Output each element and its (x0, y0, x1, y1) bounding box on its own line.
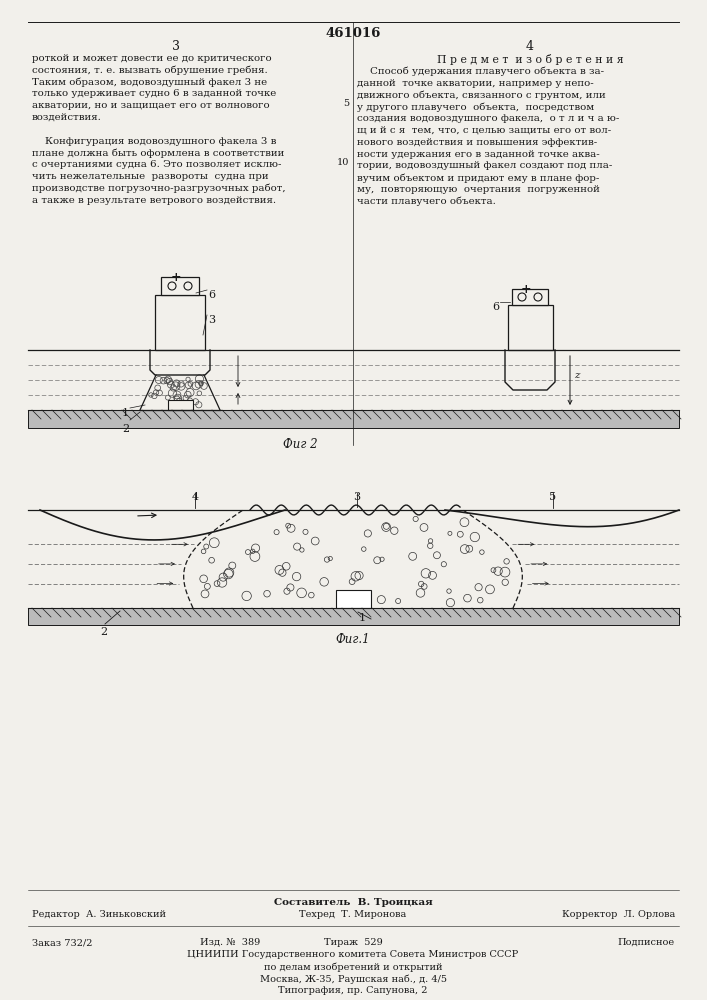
Text: Типография, пр. Сапунова, 2: Типография, пр. Сапунова, 2 (279, 986, 428, 995)
Text: +: + (170, 271, 181, 284)
Text: 4: 4 (526, 40, 534, 53)
Text: 461016: 461016 (325, 27, 380, 40)
Text: П р е д м е т  и з о б р е т е н и я: П р е д м е т и з о б р е т е н и я (437, 54, 624, 65)
Text: Фиг.1: Фиг.1 (336, 633, 370, 646)
Text: создания водовоздушного факела,  о т л и ч а ю-: создания водовоздушного факела, о т л и … (357, 114, 619, 123)
Bar (336, 590, 371, 608)
Text: z: z (574, 371, 580, 380)
Bar (512, 289, 548, 305)
Text: с очертаниями судна 6. Это позволяет исклю-: с очертаниями судна 6. Это позволяет иск… (32, 160, 281, 169)
Text: Тираж  529: Тираж 529 (324, 938, 382, 947)
Text: 3: 3 (354, 492, 361, 502)
Text: Конфигурация водовоздушного факела 3 в: Конфигурация водовоздушного факела 3 в (32, 137, 276, 146)
Text: тории, водовоздушный факел создают под пла-: тории, водовоздушный факел создают под п… (357, 161, 612, 170)
Text: 5: 5 (549, 492, 556, 502)
Text: плане должна быть оформлена в соответствии: плане должна быть оформлена в соответств… (32, 148, 284, 158)
Text: Изд. №  389: Изд. № 389 (200, 938, 260, 947)
Text: Москва, Ж-35, Раушская наб., д. 4/5: Москва, Ж-35, Раушская наб., д. 4/5 (259, 974, 447, 984)
Text: роткой и может довести ее до критического: роткой и может довести ее до критическог… (32, 54, 271, 63)
Text: Корректор  Л. Орлова: Корректор Л. Орлова (562, 910, 675, 919)
Text: состояния, т. е. вызвать обрушение гребня.: состояния, т. е. вызвать обрушение гребн… (32, 66, 268, 75)
Text: части плавучего объекта.: части плавучего объекта. (357, 197, 496, 206)
Circle shape (518, 293, 526, 301)
Bar (28, 410, 679, 428)
Text: 2: 2 (100, 627, 107, 637)
Bar (161, 277, 199, 295)
Text: му,  повторяющую  очертания  погруженной: му, повторяющую очертания погруженной (357, 185, 600, 194)
Text: Редактор  А. Зиньковский: Редактор А. Зиньковский (32, 910, 166, 919)
Text: Составитель  В. Троицкая: Составитель В. Троицкая (274, 898, 433, 907)
Text: 10: 10 (337, 158, 349, 167)
Text: 1: 1 (359, 613, 366, 623)
Bar (155, 295, 205, 350)
Text: 3: 3 (208, 315, 215, 325)
Text: данной  точке акватории, например у непо-: данной точке акватории, например у непо- (357, 79, 594, 88)
Text: нового воздействия и повышения эффектив-: нового воздействия и повышения эффектив- (357, 138, 597, 147)
Text: Подписное: Подписное (618, 938, 675, 947)
Text: 3: 3 (172, 40, 180, 53)
Text: Фиг 2: Фиг 2 (283, 438, 317, 451)
Text: 2: 2 (122, 424, 129, 434)
Text: а также в результате ветрового воздействия.: а также в результате ветрового воздейств… (32, 196, 276, 205)
Text: Заказ 732/2: Заказ 732/2 (32, 938, 93, 947)
Text: по делам изобретений и открытий: по делам изобретений и открытий (264, 962, 443, 972)
Text: 5: 5 (343, 99, 349, 108)
Circle shape (534, 293, 542, 301)
Text: Способ удержания плавучего объекта в за-: Способ удержания плавучего объекта в за- (357, 67, 604, 77)
Bar (508, 305, 553, 350)
Text: воздействия.: воздействия. (32, 113, 102, 122)
Text: щ и й с я  тем, что, с целью защиты его от вол-: щ и й с я тем, что, с целью защиты его о… (357, 126, 612, 135)
Text: 4: 4 (192, 492, 199, 502)
Text: производстве погрузочно-разгрузочных работ,: производстве погрузочно-разгрузочных раб… (32, 184, 286, 193)
Circle shape (184, 282, 192, 290)
Text: 6: 6 (208, 290, 215, 300)
Text: 6: 6 (492, 302, 499, 312)
Text: ЦНИИПИ Государственного комитета Совета Министров СССР: ЦНИИПИ Государственного комитета Совета … (187, 950, 519, 959)
Text: у другого плавучего  объекта,  посредством: у другого плавучего объекта, посредством (357, 102, 595, 112)
Text: вучим объектом и придают ему в плане фор-: вучим объектом и придают ему в плане фор… (357, 173, 600, 183)
Circle shape (168, 282, 176, 290)
Text: Техред  Т. Миронова: Техред Т. Миронова (299, 910, 407, 919)
Bar (168, 400, 193, 410)
Text: только удерживает судно 6 в заданной точке: только удерживает судно 6 в заданной точ… (32, 89, 276, 98)
Text: чить нежелательные  развороты  судна при: чить нежелательные развороты судна при (32, 172, 269, 181)
Text: +: + (520, 283, 532, 296)
Text: Таким образом, водовоздушный факел 3 не: Таким образом, водовоздушный факел 3 не (32, 78, 267, 87)
Text: ности удержания его в заданной точке аква-: ности удержания его в заданной точке акв… (357, 150, 600, 159)
Text: 1: 1 (122, 408, 129, 418)
Bar (28, 608, 679, 625)
Text: движного объекта, связанного с грунтом, или: движного объекта, связанного с грунтом, … (357, 91, 606, 100)
Text: акватории, но и защищает его от волнового: акватории, но и защищает его от волновог… (32, 101, 269, 110)
